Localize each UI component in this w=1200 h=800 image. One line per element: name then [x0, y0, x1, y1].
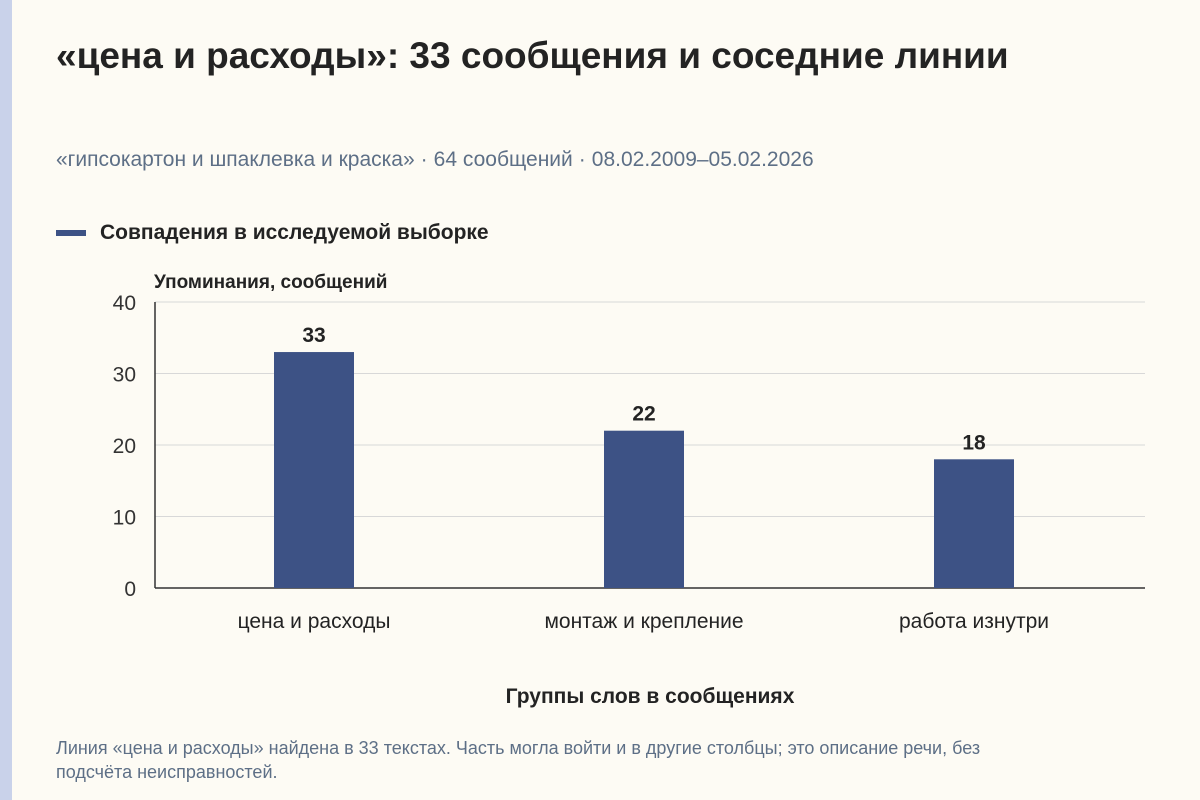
y-tick-label: 20 — [113, 435, 136, 458]
chart-title: «цена и расходы»: 33 сообщения и соседни… — [56, 35, 1009, 76]
x-tick-label: работа изнутри — [899, 610, 1049, 633]
bar — [604, 430, 684, 588]
x-axis-title: Группы слов в сообщениях — [505, 685, 795, 708]
data-label: 18 — [962, 431, 986, 454]
y-tick-label: 0 — [124, 578, 136, 601]
y-tick-label: 40 — [113, 292, 136, 315]
legend-swatch — [56, 230, 86, 236]
y-tick-label: 10 — [113, 507, 136, 530]
data-label: 22 — [632, 403, 655, 426]
y-tick-label: 30 — [113, 364, 136, 387]
subtitle-separator: · — [578, 148, 586, 171]
subtitle-dates: 08.02.2009–05.02.2026 — [591, 148, 814, 171]
data-label: 33 — [302, 324, 325, 347]
x-tick-label: монтаж и крепление — [544, 610, 743, 633]
chart-subtitle: «гипсокартон и шпаклевка и краска» · 64 со… — [56, 146, 814, 174]
legend-label: Совпадения в исследуемой выборке — [100, 221, 489, 244]
bar — [274, 352, 354, 588]
subtitle-count: 64 сообщений — [433, 148, 573, 171]
accent-strip — [0, 0, 12, 800]
subtitle-query: «гипсокартон и шпаклевка и краска» — [56, 148, 415, 171]
y-axis-title: Упоминания, сообщений — [154, 272, 388, 293]
bar — [934, 459, 1014, 588]
subtitle-separator: · — [420, 148, 428, 171]
x-tick-label: цена и расходы — [238, 610, 391, 633]
chart-legend: Совпадения в исследуемой выборке — [56, 218, 489, 248]
footnote: Линия «цена и расходы» найдена в 33 текс… — [56, 738, 981, 782]
